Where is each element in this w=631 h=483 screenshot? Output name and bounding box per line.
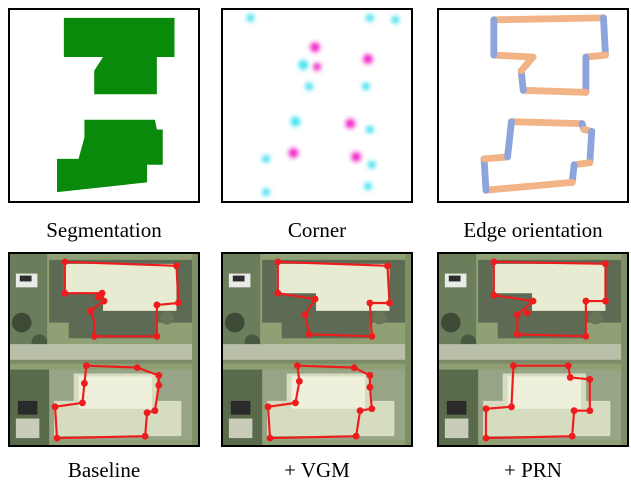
panel-edge-orientation — [437, 8, 629, 203]
vgm-result — [223, 254, 411, 445]
caption-baseline: Baseline — [67, 458, 141, 482]
edge-orientation-map — [480, 14, 609, 194]
caption-vgm: + VGM — [284, 458, 350, 482]
panel-vgm — [221, 252, 413, 447]
caption-prn: + PRN — [504, 458, 562, 482]
panel-segmentation — [8, 8, 200, 203]
panel-prn — [437, 252, 629, 447]
segmentation-map — [57, 17, 175, 193]
edge-outline-upper — [490, 14, 609, 96]
polygon-upper — [276, 260, 391, 338]
prn-result — [439, 254, 627, 445]
baseline-result — [10, 254, 198, 445]
panel-corner — [221, 8, 413, 203]
polygon-vertices — [482, 258, 609, 442]
polygon-vertices — [51, 258, 182, 442]
corner-heatmap — [246, 13, 400, 197]
caption-segmentation: Segmentation — [46, 218, 162, 242]
panel-baseline — [8, 252, 200, 447]
polygon-upper — [63, 260, 180, 338]
caption-corner: Corner — [287, 218, 347, 242]
edge-outline-lower — [480, 118, 596, 194]
polygon-vertices — [264, 258, 393, 442]
segmentation-mask-lower — [57, 119, 163, 193]
segmentation-mask-upper — [63, 17, 175, 95]
caption-edge-orientation: Edge orientation — [463, 218, 603, 242]
polygon-upper — [492, 260, 607, 338]
